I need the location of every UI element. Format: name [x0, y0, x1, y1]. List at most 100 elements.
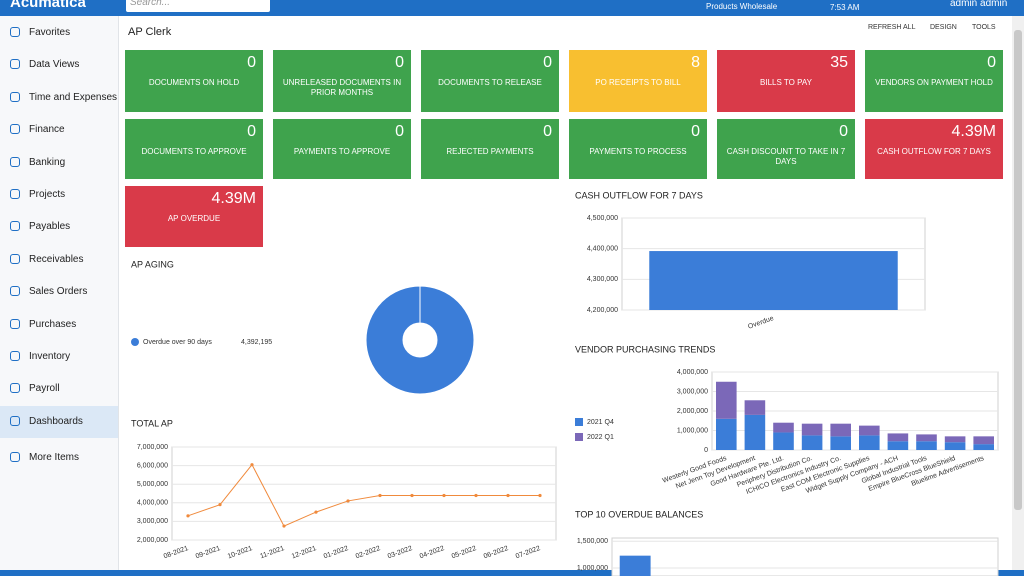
- nav-icon: [10, 383, 20, 394]
- chart-title: VENDOR PURCHASING TRENDS: [575, 344, 715, 354]
- scrollbar[interactable]: [1012, 16, 1024, 576]
- tile[interactable]: 0 UNRELEASED DOCUMENTS IN PRIOR MONTHS: [273, 50, 411, 112]
- y-tick-label: 0: [704, 447, 708, 454]
- user-menu[interactable]: admin admin: [950, 0, 1008, 9]
- point: [250, 463, 254, 467]
- tile[interactable]: 0 DOCUMENTS TO APPROVE: [125, 119, 263, 179]
- nav-item[interactable]: Dashboards: [0, 405, 118, 438]
- x-tick-label: 11-2021: [259, 545, 285, 560]
- nav-label: Purchases: [29, 318, 77, 330]
- tile-label: DOCUMENTS TO APPROVE: [141, 147, 247, 156]
- legend-label: 2022 Q1: [587, 434, 614, 441]
- tile[interactable]: 4.39M AP OVERDUE: [125, 186, 263, 247]
- point: [346, 499, 350, 503]
- header-action[interactable]: DESIGN: [930, 24, 957, 31]
- company-selector[interactable]: Products Wholesale: [706, 2, 778, 11]
- x-tick-label: 04-2022: [419, 545, 446, 560]
- legend-value: 4,392,195: [241, 339, 272, 346]
- tile[interactable]: 0 CASH DISCOUNT TO TAKE IN 7 DAYS: [717, 119, 855, 179]
- tile-value: 8: [691, 54, 700, 71]
- bar-segment: [801, 435, 823, 450]
- nav-item[interactable]: Receivables: [0, 244, 118, 276]
- tile-value: 0: [395, 123, 404, 140]
- bar: [649, 251, 898, 310]
- tile-value: 0: [247, 123, 256, 140]
- header-action[interactable]: REFRESH ALL: [868, 24, 916, 31]
- x-tick-label: 05-2022: [451, 545, 478, 560]
- y-tick-label: 4,400,000: [587, 246, 618, 253]
- bar-segment: [744, 400, 766, 415]
- nav-item[interactable]: Data Views: [0, 49, 118, 81]
- legend-swatch: [131, 338, 139, 346]
- tile[interactable]: 0 DOCUMENTS TO RELEASE: [421, 50, 559, 112]
- line: [187, 463, 540, 527]
- y-tick-label: 7,000,000: [137, 444, 168, 451]
- tile[interactable]: 0 DOCUMENTS ON HOLD: [125, 50, 263, 112]
- x-tick-label: 01-2022: [323, 545, 350, 560]
- tile-label: CASH OUTFLOW FOR 7 DAYS: [877, 147, 991, 156]
- y-tick-label: 3,000,000: [677, 388, 708, 395]
- nav-label: Payroll: [29, 383, 60, 395]
- tile-value: 4.39M: [951, 123, 996, 140]
- scroll-thumb[interactable]: [1014, 30, 1022, 510]
- x-tick-label: 10-2021: [227, 545, 254, 560]
- nav-item[interactable]: Payables: [0, 211, 118, 243]
- tile[interactable]: 0 REJECTED PAYMENTS: [421, 119, 559, 179]
- y-tick-label: 2,000,000: [677, 408, 708, 415]
- y-tick-label: 4,200,000: [587, 307, 618, 314]
- nav-item[interactable]: Purchases: [0, 309, 118, 341]
- tile[interactable]: 0 PAYMENTS TO APPROVE: [273, 119, 411, 179]
- point: [282, 524, 286, 528]
- nav-item[interactable]: Inventory: [0, 341, 118, 373]
- tile-value: 0: [691, 123, 700, 140]
- tile-label: UNRELEASED DOCUMENTS IN PRIOR MONTHS: [282, 78, 402, 97]
- bar-segment: [773, 422, 794, 433]
- tile[interactable]: 8 PO RECEIPTS TO BILL: [569, 50, 707, 112]
- y-tick-label: 6,000,000: [137, 462, 168, 469]
- bar-segment: [944, 442, 966, 450]
- tile[interactable]: 4.39M CASH OUTFLOW FOR 7 DAYS: [865, 119, 1003, 179]
- header-action[interactable]: TOOLS: [972, 24, 996, 31]
- time: 7:53 AM: [830, 3, 860, 12]
- nav-item[interactable]: Time and Expenses: [0, 82, 118, 114]
- y-tick-label: 1,500,000: [577, 538, 608, 545]
- nav-icon: [10, 27, 20, 37]
- nav-item[interactable]: Projects: [0, 179, 118, 211]
- tile[interactable]: 0 VENDORS ON PAYMENT HOLD: [865, 50, 1003, 112]
- tile-value: 0: [543, 54, 552, 71]
- tile[interactable]: 0 PAYMENTS TO PROCESS: [569, 119, 707, 179]
- nav-label: Time and Expenses: [29, 91, 118, 103]
- tile-label: CASH DISCOUNT TO TAKE IN 7 DAYS: [726, 147, 846, 166]
- nav-item[interactable]: Sales Orders: [0, 276, 118, 308]
- nav-icon: [10, 91, 20, 102]
- y-tick-label: 4,300,000: [587, 276, 618, 283]
- search-box[interactable]: Search...: [126, 0, 270, 12]
- legend-swatch: [575, 433, 583, 441]
- nav-icon: [10, 124, 20, 135]
- point: [218, 503, 222, 507]
- nav-label: Dashboards: [29, 415, 83, 427]
- nav-item[interactable]: Banking: [0, 147, 118, 179]
- bar-segment: [830, 423, 851, 437]
- nav-icon: [10, 415, 20, 426]
- bar-segment: [773, 432, 794, 450]
- nav-item[interactable]: Payroll: [0, 373, 118, 405]
- y-tick-label: 2,000,000: [137, 537, 168, 544]
- tile-value: 0: [247, 54, 256, 71]
- bar: [619, 555, 651, 576]
- x-tick-label: 12-2021: [291, 545, 318, 560]
- y-tick-label: 1,000,000: [577, 565, 608, 572]
- nav-label: Banking: [29, 156, 66, 168]
- y-tick-label: 3,000,000: [137, 518, 168, 525]
- nav-item[interactable]: Favorites: [0, 17, 118, 49]
- nav-item[interactable]: Finance: [0, 114, 118, 146]
- tile-label: PAYMENTS TO PROCESS: [589, 147, 687, 156]
- bar-segment: [973, 444, 994, 450]
- bar-segment: [859, 425, 880, 436]
- x-tick-label: 09-2021: [195, 545, 222, 560]
- nav-item[interactable]: More Items: [0, 442, 118, 474]
- logo[interactable]: Acumatica: [10, 0, 86, 11]
- point: [314, 510, 318, 514]
- tile[interactable]: 35 BILLS TO PAY: [717, 50, 855, 112]
